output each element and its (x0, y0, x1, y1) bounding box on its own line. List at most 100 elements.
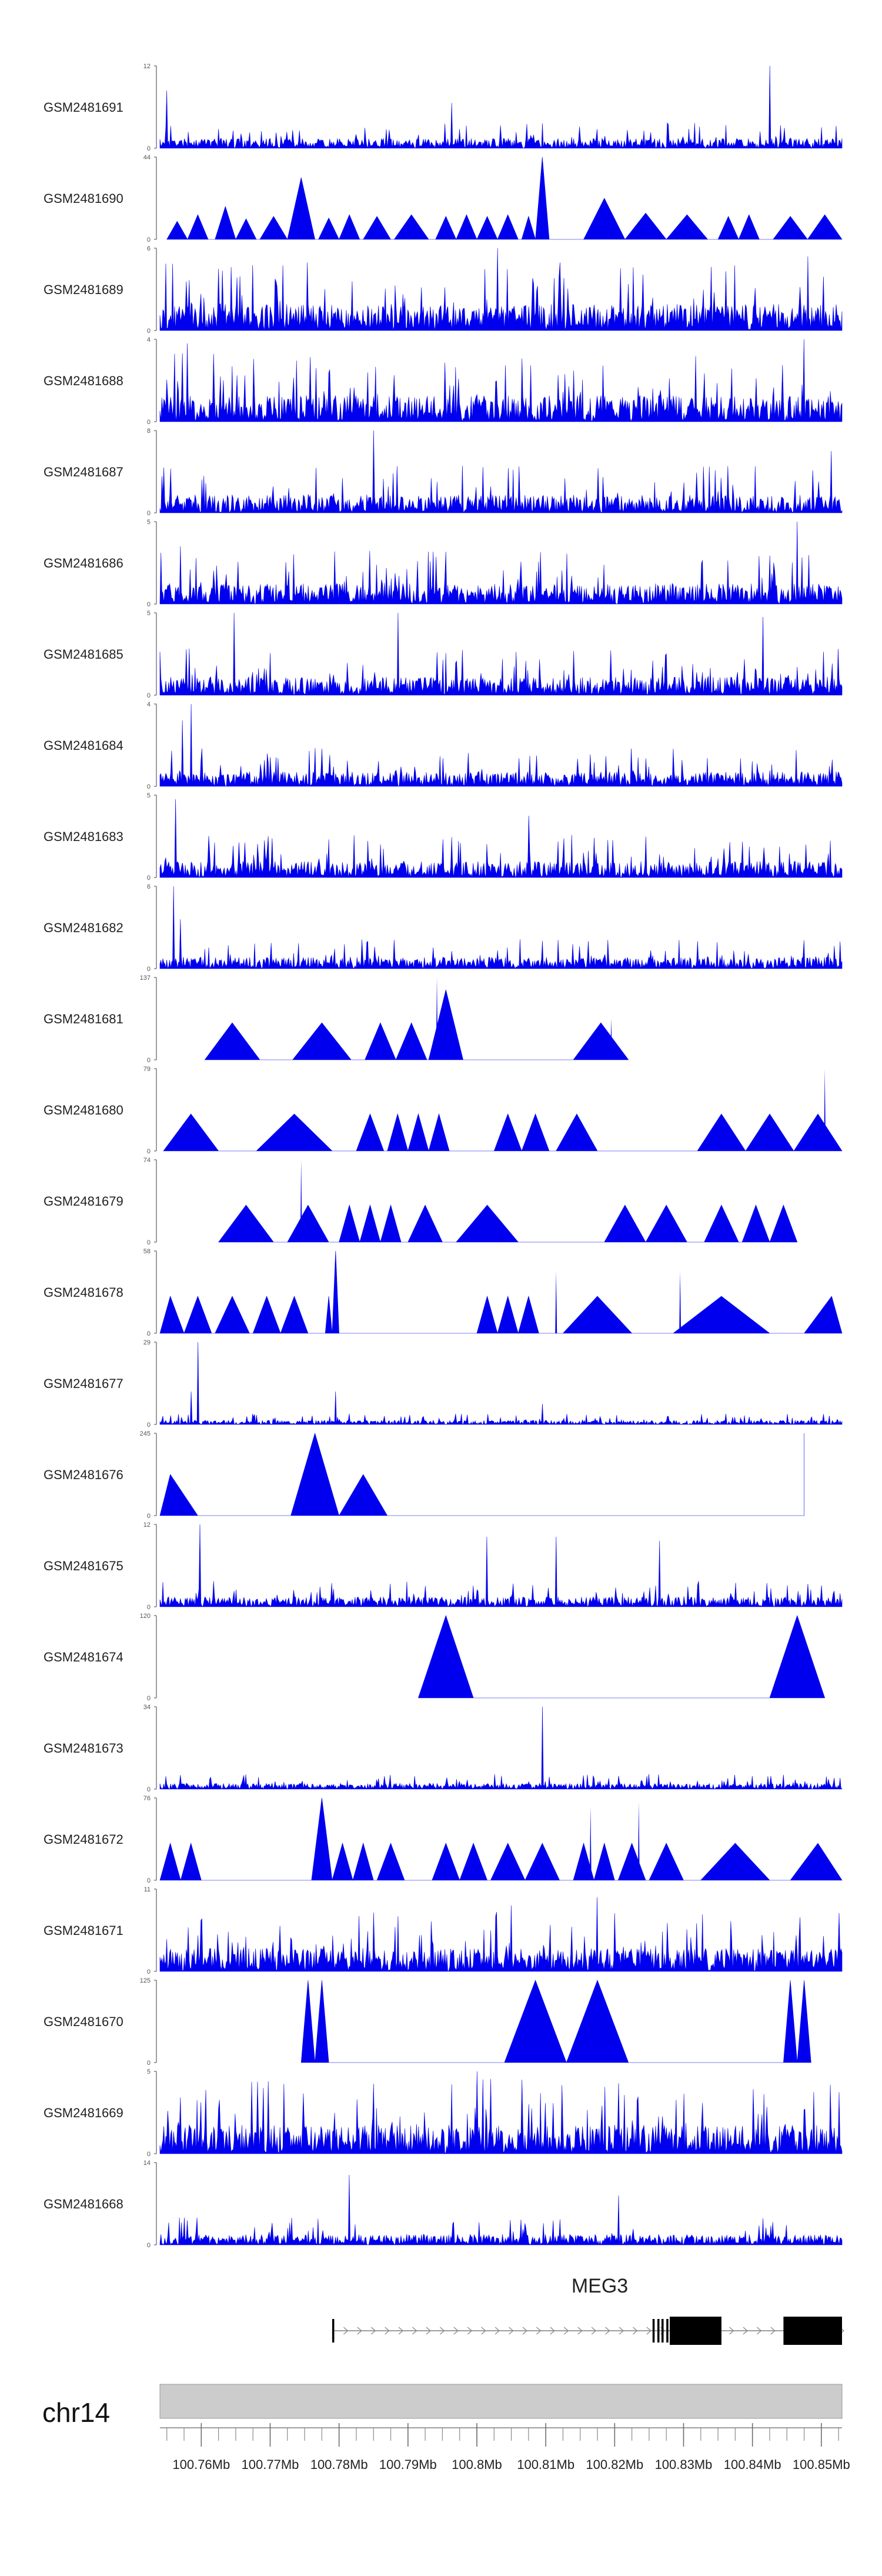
coverage-track: GSM2481678 58 0 (44, 1248, 843, 1337)
coverage-track: GSM2481689 6 0 (44, 245, 843, 335)
coverage-track: GSM2481677 29 0 (44, 1339, 843, 1429)
strand-arrow-icon (385, 2327, 390, 2335)
track-ymax-label: 4 (147, 336, 151, 343)
strand-arrow-icon (398, 2327, 404, 2335)
coverage-track: GSM2481686 5 0 (44, 519, 843, 608)
strand-arrow-icon (343, 2327, 349, 2335)
track-ymax-label: 76 (143, 1795, 151, 1802)
coverage-track: GSM2481683 5 0 (44, 792, 843, 882)
track-ymax-label: 120 (140, 1613, 151, 1620)
chromosome-label: chr14 (42, 2397, 110, 2428)
strand-arrow-icon (370, 2327, 376, 2335)
track-ymax-label: 5 (147, 2068, 151, 2076)
axis-tick-label: 100.8Mb (452, 2457, 502, 2472)
track-label: GSM2481684 (44, 738, 123, 753)
track-zero-label: 0 (147, 1786, 151, 1793)
strand-arrow-icon (729, 2327, 734, 2335)
track-label: GSM2481675 (44, 1559, 123, 1573)
signal-spike (610, 1019, 612, 1060)
gene-exon (666, 2319, 669, 2343)
coverage-track: GSM2481680 79 0 (44, 1066, 843, 1155)
track-ymax-label: 6 (147, 883, 151, 890)
axis-tick-label: 100.82Mb (586, 2457, 643, 2472)
track-ymax-label: 34 (143, 1704, 151, 1711)
strand-arrow-icon (481, 2327, 486, 2335)
track-ymax-label: 5 (147, 610, 151, 617)
gene-exon (662, 2319, 664, 2343)
coverage-signal (166, 156, 843, 240)
track-zero-label: 0 (147, 1330, 151, 1337)
gene-exon (332, 2319, 335, 2343)
track-ymax-label: 6 (147, 245, 151, 252)
strand-arrow-icon (646, 2327, 652, 2335)
strand-arrow-icon (439, 2327, 445, 2335)
track-ymax-label: 5 (147, 519, 151, 526)
track-zero-label: 0 (147, 1695, 151, 1702)
track-label: GSM2481673 (44, 1741, 123, 1756)
coverage-tracks: GSM2481691120GSM2481690440GSM248168960GS… (44, 63, 843, 2249)
genome-axis-track: chr14 100.76Mb 100.77Mb 100.78Mb 100.79Mb 10… (42, 2384, 850, 2472)
track-ymax-label: 5 (147, 792, 151, 799)
coverage-signal (159, 1524, 843, 1608)
chromosome-ideogram (159, 2384, 843, 2419)
strand-arrow-icon (591, 2327, 597, 2335)
strand-arrow-icon (577, 2327, 583, 2335)
gene-model-track: MEG3 (332, 2275, 844, 2345)
track-zero-label: 0 (147, 2151, 151, 2158)
coverage-track: GSM2481682 6 0 (44, 883, 843, 973)
strand-arrow-icon (509, 2327, 514, 2335)
track-zero-label: 0 (147, 1604, 151, 1611)
coverage-signal (159, 1342, 843, 1425)
track-label: GSM2481671 (44, 1923, 123, 1938)
strand-arrow-icon (522, 2327, 528, 2335)
coverage-signal (159, 703, 843, 787)
strand-arrow-icon (453, 2327, 459, 2335)
axis-tick-label: 100.76Mb (172, 2457, 230, 2472)
track-zero-label: 0 (147, 1513, 151, 1520)
strand-arrow-icon (495, 2327, 500, 2335)
track-ymax-label: 137 (140, 975, 151, 982)
track-ymax-label: 74 (143, 1157, 151, 1164)
coverage-signal (163, 1113, 843, 1152)
signal-spike (300, 1160, 302, 1242)
coverage-track: GSM2481679 74 0 (44, 1157, 798, 1246)
coverage-signal (159, 65, 843, 149)
strand-arrow-icon (536, 2327, 542, 2335)
coverage-track: GSM2481685 5 0 (44, 610, 843, 699)
track-zero-label: 0 (147, 1057, 151, 1064)
strand-arrow-icon (412, 2327, 417, 2335)
coverage-track: GSM2481671 11 0 (44, 1886, 843, 1976)
signal-spike (824, 1069, 826, 1151)
track-ymax-label: 58 (143, 1248, 151, 1255)
coverage-signal (159, 1432, 804, 1516)
track-zero-label: 0 (147, 2242, 151, 2249)
coverage-track: GSM2481676 245 0 (44, 1430, 804, 1520)
strand-arrow-icon (619, 2327, 624, 2335)
coverage-signal (159, 339, 843, 422)
axis-tick-label: 100.83Mb (655, 2457, 713, 2472)
track-ymax-label: 12 (143, 63, 151, 70)
coverage-signal (159, 1897, 843, 1972)
signal-spike (679, 1272, 681, 1333)
track-label: GSM2481677 (44, 1376, 123, 1391)
gene-exon (670, 2317, 721, 2345)
track-label: GSM2481678 (44, 1285, 123, 1300)
coverage-signal (159, 1706, 843, 1790)
track-label: GSM2481689 (44, 282, 123, 297)
track-zero-label: 0 (147, 2060, 151, 2067)
coverage-track: GSM2481670 125 0 (44, 1977, 811, 2067)
coverage-track: GSM2481675 12 0 (44, 1521, 843, 1611)
strand-arrow-icon (426, 2327, 431, 2335)
track-label: GSM2481687 (44, 465, 123, 479)
track-ymax-label: 79 (143, 1066, 151, 1073)
track-ymax-label: 125 (140, 1977, 151, 1984)
coverage-signal (417, 1615, 826, 1699)
track-zero-label: 0 (147, 510, 151, 517)
gene-exon (783, 2317, 842, 2345)
coverage-signal (218, 1204, 798, 1243)
axis-tick-label: 100.85Mb (793, 2457, 850, 2472)
gene-exon (657, 2319, 660, 2343)
coverage-track: GSM2481669 5 0 (44, 2068, 843, 2158)
coverage-track: GSM2481674 120 0 (44, 1613, 826, 1702)
track-label: GSM2481690 (44, 191, 123, 206)
